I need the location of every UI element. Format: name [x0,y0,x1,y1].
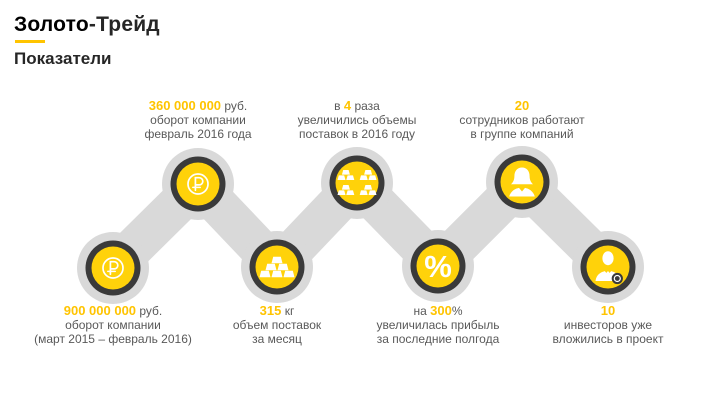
metric-caption: инвесторов уже [563,317,653,332]
coin-badge-icon [611,272,623,285]
brand-primary: Золото [14,13,89,36]
investor-icon [595,251,623,285]
milestone-label-profit-growth: на 300% увеличилась прибыль за последние… [343,304,533,346]
brand-secondary: -Трейд [88,13,160,36]
metric-value: 315 [259,303,282,318]
metric-caption: увеличилась прибыль [376,317,500,332]
slide-header: Золото-Трейд Показатели [14,13,160,68]
metric-caption: оборот компании [65,317,161,332]
brand-title: Золото-Трейд [14,13,160,37]
metric-value: 20 [514,98,530,113]
metric-caption: за последние полгода [376,331,500,346]
metric-caption: объем поставок [232,317,322,332]
milestone-label-volume-growth: в 4 раза увеличились объемы поставок в 2… [262,99,452,141]
metric-caption: поставок в 2016 году [299,126,415,141]
percent-icon: % [424,249,452,284]
ruble-coin-icon [102,257,124,279]
milestone-label-investors: 10 инвесторов уже вложились в проект [513,304,703,346]
gold-bars-x4-icon [337,170,377,195]
metric-caption: оборот компании [150,112,246,127]
ruble-coin-icon [187,173,209,195]
milestone-label-turnover-total: 900 000 000 руб. оборот компании (март 2… [18,304,208,346]
metric-caption: за месяц [252,331,302,346]
gold-bars-icon [259,256,295,278]
metric-caption: в группе компаний [470,126,574,141]
metric-value: 4 [343,98,352,113]
milestone-label-monthly-supply: 315 кг объем поставок за месяц [182,304,372,346]
metric-value: 10 [600,303,616,318]
page-title: Показатели [14,49,112,68]
metric-value: 360 000 000 [148,98,222,113]
metric-caption: (март 2015 – февраль 2016) [34,331,192,346]
metric-caption: сотрудников работают [459,112,585,127]
brand-underline [15,40,45,43]
metric-value: 300 [430,303,452,318]
metric-caption: февраль 2016 года [144,126,252,141]
milestone-label-employees: 20 сотрудников работают в группе компани… [427,99,617,141]
metric-caption: увеличились объемы [297,112,417,127]
metric-caption: вложились в проект [552,331,664,346]
milestone-label-turnover-feb: 360 000 000 руб. оборот компании февраль… [103,99,293,141]
metric-value: 900 000 000 [63,303,137,318]
employee-icon [509,167,535,197]
